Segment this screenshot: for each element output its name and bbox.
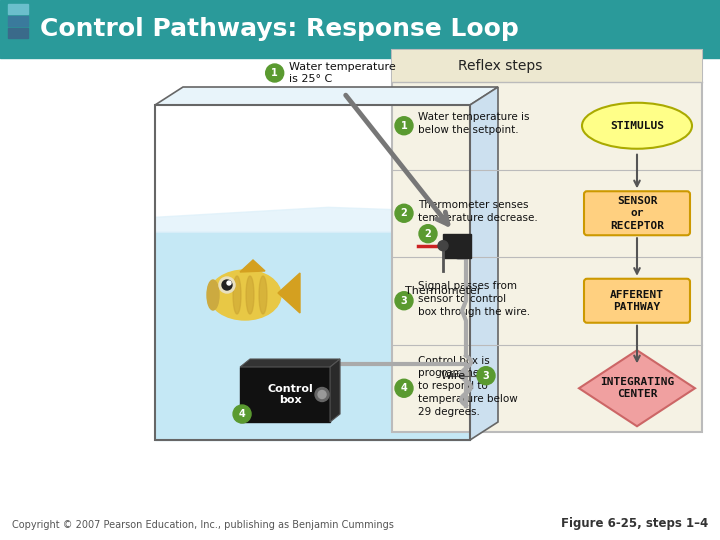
Text: 3: 3 bbox=[400, 296, 408, 306]
Text: AFFERENT
PATHWAY: AFFERENT PATHWAY bbox=[610, 289, 664, 312]
Polygon shape bbox=[240, 260, 265, 272]
Ellipse shape bbox=[207, 280, 219, 310]
Bar bbox=[392, 50, 702, 82]
Circle shape bbox=[318, 390, 326, 399]
Bar bbox=[8, 4, 28, 14]
Text: Signal passes from
sensor to control
box through the wire.: Signal passes from sensor to control box… bbox=[418, 281, 530, 316]
Circle shape bbox=[315, 388, 329, 402]
Circle shape bbox=[233, 405, 251, 423]
Text: Copyright © 2007 Pearson Education, Inc., publishing as Benjamin Cummings: Copyright © 2007 Pearson Education, Inc.… bbox=[12, 520, 394, 530]
Bar bbox=[443, 234, 471, 258]
Text: Water temperature
is 25° C: Water temperature is 25° C bbox=[289, 62, 395, 84]
Bar bbox=[155, 232, 470, 440]
Text: Control Pathways: Response Loop: Control Pathways: Response Loop bbox=[40, 17, 518, 41]
Ellipse shape bbox=[246, 276, 254, 314]
Circle shape bbox=[222, 280, 232, 290]
Text: Control
box: Control box bbox=[267, 384, 313, 406]
Text: 2: 2 bbox=[400, 208, 408, 218]
Text: 3: 3 bbox=[482, 370, 490, 381]
Text: 1: 1 bbox=[400, 121, 408, 131]
Bar bbox=[155, 105, 470, 440]
Ellipse shape bbox=[209, 270, 281, 320]
Polygon shape bbox=[155, 87, 498, 105]
Polygon shape bbox=[579, 350, 695, 426]
Circle shape bbox=[219, 277, 235, 293]
Text: Figure 6-25, steps 1–4: Figure 6-25, steps 1–4 bbox=[561, 517, 708, 530]
Polygon shape bbox=[155, 207, 470, 232]
Polygon shape bbox=[240, 359, 340, 367]
Text: 4: 4 bbox=[238, 409, 246, 419]
Bar bbox=[392, 50, 702, 432]
Circle shape bbox=[227, 281, 231, 285]
Circle shape bbox=[395, 204, 413, 222]
Circle shape bbox=[438, 241, 448, 251]
Ellipse shape bbox=[259, 276, 267, 314]
Bar bbox=[240, 367, 330, 422]
Text: 4: 4 bbox=[400, 383, 408, 393]
Ellipse shape bbox=[582, 103, 692, 148]
FancyBboxPatch shape bbox=[584, 191, 690, 235]
Text: Water temperature is
below the setpoint.: Water temperature is below the setpoint. bbox=[418, 112, 529, 135]
Circle shape bbox=[395, 379, 413, 397]
Circle shape bbox=[477, 367, 495, 384]
Polygon shape bbox=[470, 87, 498, 440]
Text: Thermometer: Thermometer bbox=[405, 286, 481, 296]
Circle shape bbox=[395, 292, 413, 310]
Text: 1: 1 bbox=[271, 68, 278, 78]
Bar bbox=[8, 28, 28, 38]
Circle shape bbox=[395, 117, 413, 135]
Polygon shape bbox=[278, 273, 300, 313]
Text: 2: 2 bbox=[425, 229, 431, 239]
Ellipse shape bbox=[233, 276, 241, 314]
Text: Reflex steps: Reflex steps bbox=[459, 59, 543, 73]
Bar bbox=[0, 0, 720, 58]
Circle shape bbox=[419, 225, 437, 242]
Polygon shape bbox=[330, 359, 340, 422]
Text: Wire: Wire bbox=[441, 370, 466, 381]
Text: SENSOR
or
RECEPTOR: SENSOR or RECEPTOR bbox=[610, 196, 664, 231]
Text: INTEGRATING
CENTER: INTEGRATING CENTER bbox=[600, 377, 674, 400]
Text: STIMULUS: STIMULUS bbox=[610, 121, 664, 131]
Circle shape bbox=[266, 64, 284, 82]
Text: Thermometer senses
temperature decrease.: Thermometer senses temperature decrease. bbox=[418, 200, 538, 222]
Text: Control box is
programmed
to respond to
temperature below
29 degrees.: Control box is programmed to respond to … bbox=[418, 356, 518, 417]
Bar bbox=[8, 16, 28, 26]
FancyBboxPatch shape bbox=[584, 279, 690, 323]
